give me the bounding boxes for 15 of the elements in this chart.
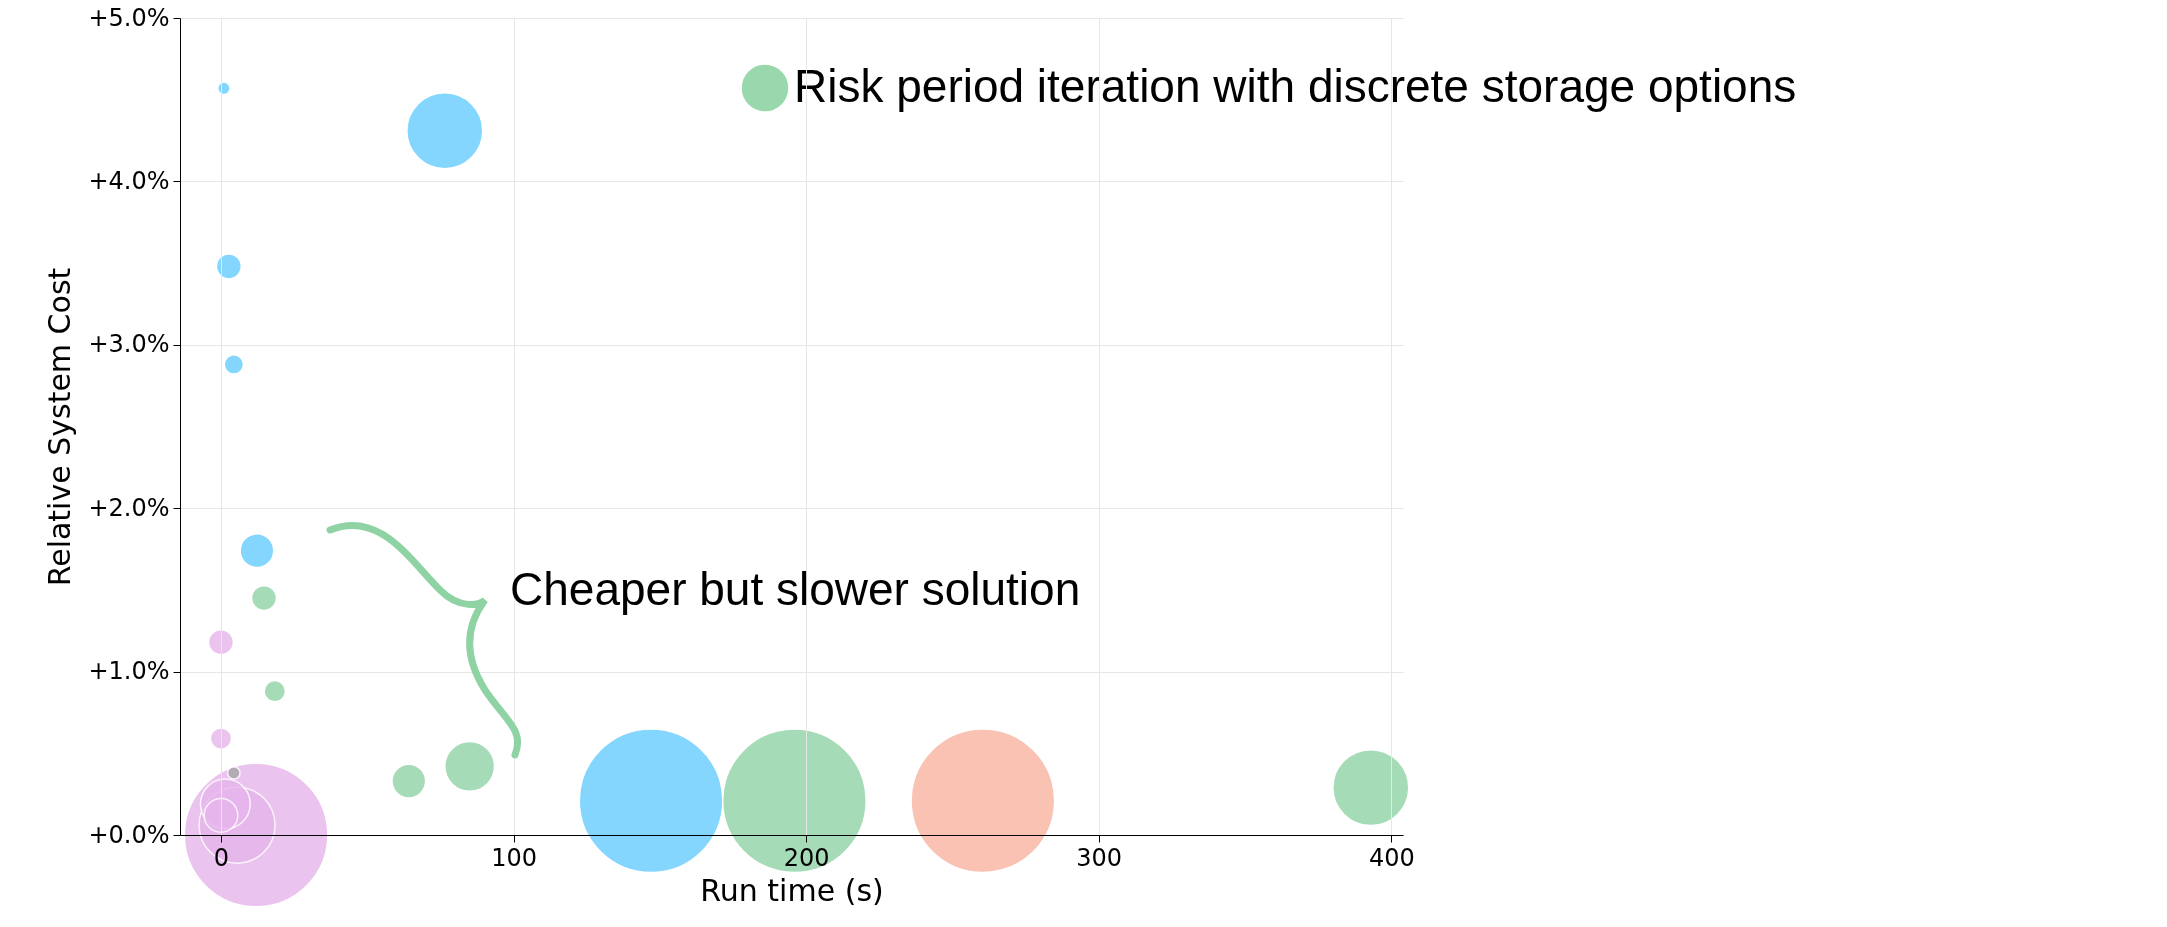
annotation: Cheaper but slower solution [510,562,1081,616]
legend-label: Risk period iteration with discrete storage options [794,60,1797,112]
x-axis-title: Run time (s) [700,872,884,908]
y-tick-label: +2.0% [88,493,170,522]
y-tick-label: +1.0% [88,657,170,686]
y-tick-label: +5.0% [88,3,170,32]
x-tick-label: 200 [783,843,830,872]
x-tick-label: 300 [1076,843,1123,872]
x-tick-label: 400 [1368,843,1415,872]
y-tick-label: +4.0% [88,166,170,195]
y-tick-label: +0.0% [88,820,170,849]
x-tick-label: 100 [491,843,537,872]
x-tick-label: 0 [213,843,230,872]
y-tick-label: +3.0% [88,330,170,359]
y-axis-title: Relative System Cost [42,267,78,587]
